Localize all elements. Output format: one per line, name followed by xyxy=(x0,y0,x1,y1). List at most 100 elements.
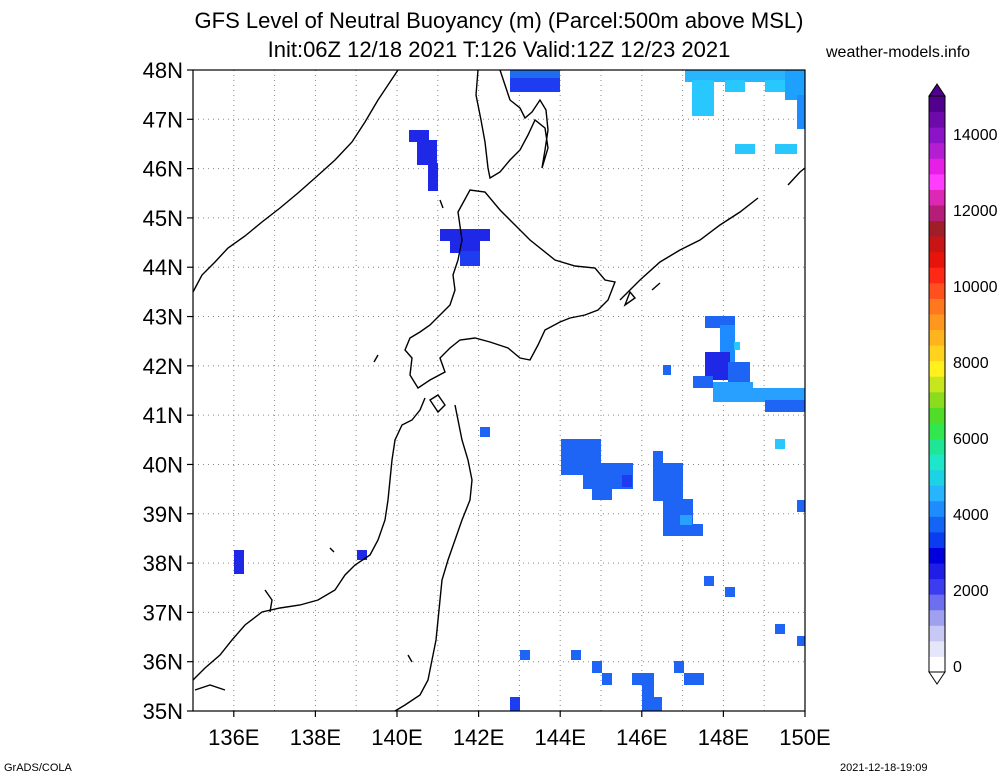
buoyancy-cell xyxy=(750,388,805,402)
buoyancy-cell xyxy=(725,80,745,92)
island xyxy=(194,684,226,691)
buoyancy-cell xyxy=(684,673,704,685)
footer-credit: GrADS/COLA xyxy=(4,762,72,774)
buoyancy-cell xyxy=(704,576,714,586)
colorbar-swatch xyxy=(929,345,945,362)
buoyancy-cell xyxy=(440,229,490,241)
buoyancy-cell xyxy=(797,500,805,512)
buoyancy-cell xyxy=(765,400,805,412)
colorbar-frame xyxy=(928,95,946,673)
lon-label: 142E xyxy=(453,725,504,750)
buoyancy-cell xyxy=(480,427,490,437)
buoyancy-cell xyxy=(460,251,480,266)
buoyancy-cell xyxy=(797,636,805,646)
colorbar-swatch xyxy=(929,267,945,284)
colorbar-label: 14000 xyxy=(953,127,998,144)
buoyancy-cell xyxy=(713,382,753,402)
buoyancy-cell xyxy=(663,524,703,536)
honshu-coastline xyxy=(192,397,426,681)
island xyxy=(329,547,335,553)
lat-label: 39N xyxy=(143,502,183,527)
colorbar: 0 2000 4000 6000 8000 10000 12000 14000 xyxy=(928,83,998,685)
lon-label: 136E xyxy=(208,725,259,750)
buoyancy-cell xyxy=(234,550,244,574)
buoyancy-cell xyxy=(674,661,684,673)
colorbar-swatch xyxy=(929,391,945,408)
colorbar-swatch xyxy=(929,360,945,377)
colorbar-max-arrow xyxy=(928,83,946,97)
buoyancy-cell xyxy=(725,587,735,597)
mainland-coastline xyxy=(192,69,399,293)
island xyxy=(429,394,446,414)
colorbar-label: 4000 xyxy=(953,507,989,524)
noto-coastline xyxy=(264,589,273,613)
island xyxy=(439,199,444,209)
colorbar-swatch xyxy=(929,563,945,580)
colorbar-min-arrow xyxy=(928,671,946,685)
buoyancy-cell xyxy=(735,144,755,154)
colorbar-swatch xyxy=(929,96,945,113)
colorbar-swatch xyxy=(929,111,945,128)
chart-title: GFS Level of Neutral Buoyancy (m) (Parce… xyxy=(194,8,804,33)
colorbar-swatch xyxy=(929,313,945,331)
island xyxy=(373,354,379,363)
buoyancy-cell xyxy=(785,70,805,100)
buoyancy-cell xyxy=(592,486,612,500)
colorbar-swatch xyxy=(929,469,945,486)
lat-label: 41N xyxy=(143,403,183,428)
buoyancy-cell xyxy=(653,451,663,465)
lat-label: 47N xyxy=(143,107,183,132)
colorbar-swatch xyxy=(929,251,945,268)
buoyancy-cell xyxy=(775,439,785,449)
colorbar-swatch xyxy=(929,578,945,595)
lat-label: 38N xyxy=(143,551,183,576)
lat-label: 43N xyxy=(143,305,183,330)
buoyancy-cell xyxy=(680,515,692,525)
colorbar-swatch xyxy=(929,485,945,502)
buoyancy-cell xyxy=(653,463,683,501)
buoyancy-cell xyxy=(592,661,602,673)
colorbar-swatch xyxy=(929,454,945,471)
buoyancy-cell xyxy=(622,475,632,487)
colorbar-label: 2000 xyxy=(953,583,989,600)
lat-label: 35N xyxy=(143,699,183,724)
buoyancy-cell xyxy=(428,163,438,191)
kuril-island xyxy=(623,290,637,307)
lat-label: 44N xyxy=(143,255,183,280)
colorbar-swatch xyxy=(929,298,945,315)
buoyancy-cell xyxy=(417,140,437,165)
grid-lines xyxy=(193,70,805,711)
kuril-island xyxy=(787,167,806,186)
buoyancy-cell xyxy=(685,70,805,82)
colorbar-swatch xyxy=(929,609,945,626)
buoyancy-cell xyxy=(450,239,480,253)
lat-label: 46N xyxy=(143,157,183,182)
buoyancy-cell xyxy=(775,144,797,154)
kuril-coastline xyxy=(619,197,759,301)
colorbar-swatch xyxy=(929,158,945,175)
footer-timestamp: 2021-12-18-19:09 xyxy=(840,762,928,774)
lon-label: 150E xyxy=(779,725,830,750)
lat-label: 45N xyxy=(143,206,183,231)
buoyancy-cell xyxy=(663,365,671,375)
colorbar-swatch xyxy=(929,625,945,642)
buoyancy-cell xyxy=(602,673,612,685)
lon-label: 148E xyxy=(698,725,749,750)
buoyancy-cell xyxy=(775,624,785,634)
lon-label: 146E xyxy=(616,725,667,750)
buoyancy-cell xyxy=(642,697,662,711)
buoyancy-cell xyxy=(692,80,714,116)
buoyancy-cell xyxy=(571,650,581,660)
colorbar-label: 12000 xyxy=(953,203,998,220)
buoyancy-cell xyxy=(797,95,805,129)
colorbar-swatch xyxy=(929,236,945,253)
colorbar-swatch xyxy=(929,516,945,533)
colorbar-swatch xyxy=(929,547,945,564)
colorbar-swatch xyxy=(929,329,945,346)
buoyancy-cell xyxy=(409,130,429,142)
lon-label: 138E xyxy=(290,725,341,750)
buoyancy-cell xyxy=(642,685,654,697)
lat-label: 40N xyxy=(143,452,183,477)
colorbar-label: 8000 xyxy=(953,355,989,372)
